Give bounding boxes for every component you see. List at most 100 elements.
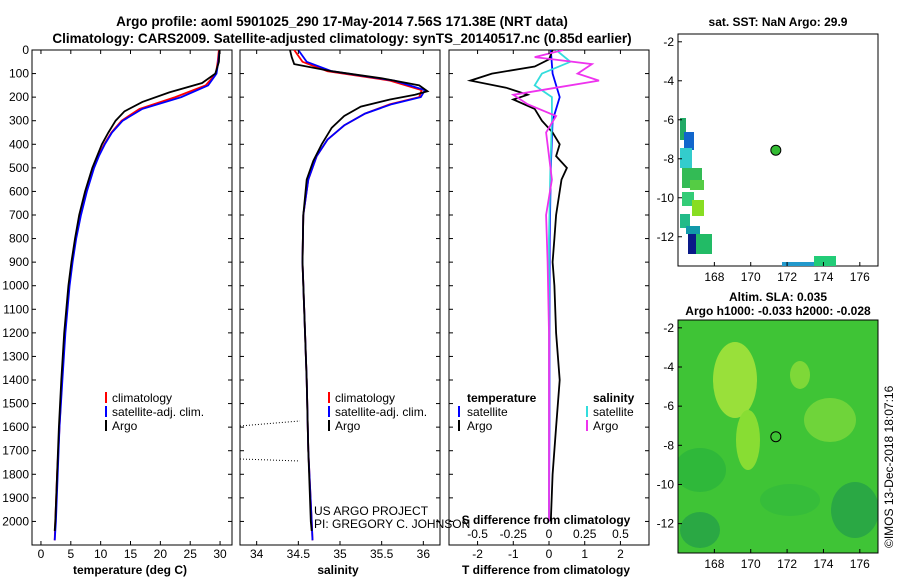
- legend-swatch-t-satellite: [458, 406, 460, 417]
- imos-credit: ©IMOS 13-Dec-2018 18:07:16: [882, 385, 896, 548]
- difference-ticks: -2 -1 0 1 2 -0.5 -0.25 0 0.25 0.5: [449, 49, 649, 561]
- y-tick-label: 900: [9, 255, 29, 269]
- temperature-series: [53, 50, 221, 541]
- legend-swatch-climatology: [105, 392, 107, 403]
- x-tick-label: 34: [250, 547, 264, 561]
- y-tick-label: 1200: [2, 326, 29, 340]
- legend-swatch-t-argo: [458, 420, 460, 431]
- y-tick-label: 700: [9, 208, 29, 222]
- temperature-axes-frame: [31, 49, 233, 546]
- x2-tick-label: -0.25: [500, 527, 528, 541]
- y-tick-label: 2000: [2, 514, 29, 528]
- series-line-s-argo: [510, 50, 600, 522]
- temperature-ticks: 0100200300400500600700800900100011001200…: [2, 43, 232, 561]
- map-y-tick-label: -10: [657, 191, 675, 205]
- series-line-satellite-adj-clim-: [297, 50, 427, 541]
- map-x-tick-label: 172: [777, 557, 797, 571]
- map-y-tick-label: -4: [663, 74, 674, 88]
- x2-tick-label: -0.5: [467, 527, 488, 541]
- map-y-tick-label: -6: [663, 113, 674, 127]
- legend-label-s-argo: Argo: [593, 419, 619, 433]
- legend-swatch-argo: [328, 420, 330, 431]
- series-line-argo: [53, 50, 221, 531]
- legend-label-s-satellite: satellite: [593, 405, 634, 419]
- x-tick-label: 30: [213, 547, 227, 561]
- temperature-legend: climatology satellite-adj. clim. Argo: [105, 391, 204, 433]
- legend-label-t-satellite: satellite: [467, 405, 508, 419]
- salinity-ticks: 34 34.5 35 35.5 36: [240, 49, 440, 561]
- y-tick-label: 200: [9, 90, 29, 104]
- sst-map-title: sat. SST: NaN Argo: 29.9: [709, 15, 848, 29]
- x2-tick-label: 0: [546, 527, 553, 541]
- temperature-xlabel: temperature (deg C): [73, 563, 187, 577]
- sla-map-panel: Altim. SLA: 0.035 Argo h1000: -0.033 h20…: [657, 290, 879, 571]
- x-tick-label: 2: [617, 547, 624, 561]
- x-tick-label: 25: [184, 547, 198, 561]
- map-y-tick-label: -8: [663, 438, 674, 452]
- argo-position-marker: [770, 144, 782, 156]
- legend-label-argo: Argo: [335, 419, 361, 433]
- map-y-tick-label: -12: [657, 230, 675, 244]
- t-diff-xlabel: T difference from climatology: [462, 563, 630, 577]
- map-x-tick-label: 170: [741, 270, 761, 284]
- salinity-series: [289, 50, 430, 541]
- legend-temperature-heading: temperature: [467, 391, 537, 405]
- y-tick-label: 1100: [3, 302, 29, 316]
- y-tick-label: 500: [9, 161, 29, 175]
- legend-label-t-argo: Argo: [467, 419, 493, 433]
- map-x-tick-label: 168: [704, 270, 724, 284]
- sst-map-pixels: [680, 118, 836, 266]
- salinity-legend: climatology satellite-adj. clim. Argo: [328, 391, 427, 433]
- x-tick-label: 35: [333, 547, 347, 561]
- y-tick-label: 100: [9, 67, 29, 81]
- y-tick-label: 1500: [2, 397, 29, 411]
- sst-map-ticks: 168 170 172 174 176 -2 -4 -6 -8 -10 -12: [657, 35, 870, 284]
- legend-swatch-satellite: [328, 406, 330, 417]
- y-tick-label: 0: [22, 43, 29, 57]
- difference-legend: temperature satellite Argo salinity sate…: [458, 391, 635, 433]
- legend-label-climatology: climatology: [112, 391, 172, 405]
- s-diff-xlabel: S difference from climatology: [462, 513, 631, 527]
- y-tick-label: 800: [9, 232, 29, 246]
- sla-map-subtitle: Argo h1000: -0.033 h2000: -0.028: [685, 304, 871, 318]
- x-tick-label: -1: [508, 547, 519, 561]
- x-tick-label: 20: [154, 547, 168, 561]
- map-x-tick-label: 174: [813, 557, 833, 571]
- map-y-tick-label: -4: [663, 360, 674, 374]
- y-tick-label: 1400: [2, 373, 29, 387]
- x-tick-label: 0: [546, 547, 553, 561]
- y-tick-label: 400: [9, 137, 29, 151]
- x-tick-label: 34.5: [287, 547, 311, 561]
- series-line-t-argo: [466, 50, 568, 522]
- temperature-panel: 0100200300400500600700800900100011001200…: [2, 43, 233, 577]
- y-tick-label: 600: [9, 184, 29, 198]
- sla-map-field: [678, 320, 878, 553]
- difference-series: [466, 50, 600, 522]
- x-tick-label: 1: [581, 547, 588, 561]
- x2-tick-label: 0.5: [612, 527, 629, 541]
- salinity-axes-frame: [239, 49, 441, 546]
- map-x-tick-label: 168: [704, 557, 724, 571]
- x-tick-label: -2: [472, 547, 483, 561]
- map-y-tick-label: -6: [663, 399, 674, 413]
- legend-swatch-climatology: [328, 392, 330, 403]
- x-tick-label: 35.5: [370, 547, 394, 561]
- x-tick-label: 36: [417, 547, 431, 561]
- y-tick-label: 1300: [2, 349, 29, 363]
- legend-swatch-argo: [105, 420, 107, 431]
- figure-title-line1: Argo profile: aoml 5901025_290 17-May-20…: [116, 14, 568, 29]
- map-x-tick-label: 170: [741, 557, 761, 571]
- legend-label-argo: Argo: [112, 419, 138, 433]
- x2-tick-label: 0.25: [573, 527, 597, 541]
- series-line-argo: [289, 50, 430, 531]
- map-x-tick-label: 176: [850, 557, 870, 571]
- salinity-panel: 34 34.5 35 35.5 36 salinity climatology sate…: [239, 49, 470, 577]
- map-y-tick-label: -12: [657, 517, 675, 531]
- sst-map-panel: sat. SST: NaN Argo: 29.9 168 170 172 174 176…: [657, 15, 879, 284]
- argo-position-marker: [770, 431, 782, 443]
- legend-label-climatology: climatology: [335, 391, 395, 405]
- legend-label-satellite: satellite-adj. clim.: [335, 405, 427, 419]
- salinity-dotted-trace-lower: [239, 458, 301, 462]
- y-tick-label: 300: [9, 114, 29, 128]
